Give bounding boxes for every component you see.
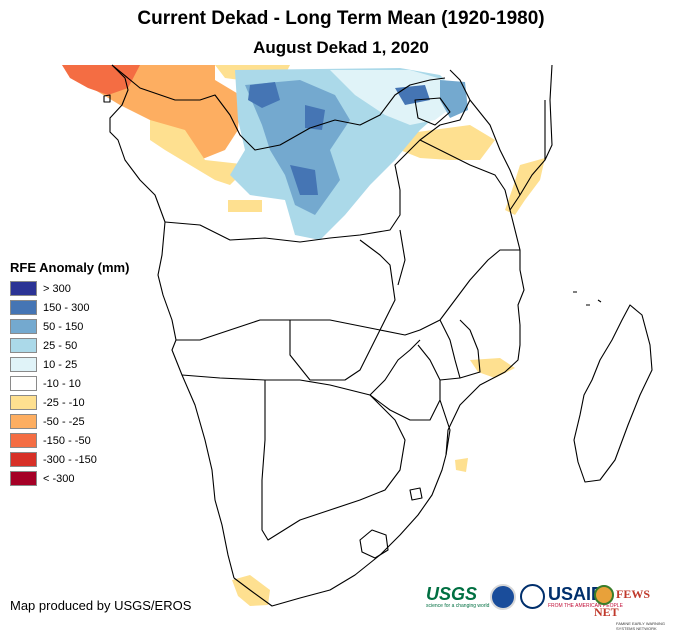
border-central-1 [164, 69, 471, 243]
legend-item: 50 - 150 [10, 317, 129, 336]
anomaly-patch-yellow-se [455, 458, 468, 472]
legend-item: > 300 [10, 279, 129, 298]
legend-title: RFE Anomaly (mm) [10, 260, 130, 275]
fews-net-logo-text: FEWS NET [594, 587, 651, 619]
map-subtitle: August Dekad 1, 2020 [253, 38, 429, 57]
border-botswana [261, 380, 406, 541]
legend-label: < -300 [43, 472, 75, 485]
border-lake-tanganyika [397, 229, 406, 286]
legend-swatch [10, 281, 37, 296]
fews-net-emblem-icon [594, 585, 614, 605]
madagascar [573, 304, 653, 483]
noaa-logo-icon [490, 584, 516, 610]
anomaly-patch-yellow-moz [470, 358, 515, 378]
border-tanzania [419, 139, 511, 211]
legend-swatch [10, 395, 37, 410]
legend-label: -25 - -10 [43, 396, 85, 409]
border-mozambique [439, 319, 481, 456]
lesotho [359, 529, 389, 559]
legend-swatch [10, 452, 37, 467]
border-north-east [469, 99, 546, 196]
legend-label: 25 - 50 [43, 339, 78, 352]
legend-swatch [10, 300, 37, 315]
legend-swatch [10, 414, 37, 429]
legend-item: < -300 [10, 469, 129, 488]
legend-item: 150 - 300 [10, 298, 129, 317]
anomaly-patch-dark-blue-3 [290, 165, 318, 195]
legend-item: -10 - 10 [10, 374, 129, 393]
legend-rows: > 300 150 - 300 50 - 150 25 - 50 10 - 25 -10 … [10, 279, 129, 488]
eswatini [409, 487, 423, 501]
anomaly-patch-yellow-east [395, 125, 495, 160]
border-zimbabwe [369, 344, 441, 421]
legend-label: -10 - 10 [43, 377, 81, 390]
legend-item: -25 - -10 [10, 393, 129, 412]
anomaly-patch-yellow-center [150, 120, 250, 185]
agency-logos: USGS science for a changing world USAID … [426, 582, 676, 631]
legend-label: 50 - 150 [43, 320, 84, 333]
legend-swatch [10, 433, 37, 448]
anomaly-patch-yellow-small [228, 200, 262, 212]
anomaly-patch-dark-blue-2 [305, 105, 325, 130]
usgs-logo-text: USGS [426, 584, 478, 604]
legend-swatch [10, 471, 37, 486]
fews-net-logo-tagline: FAMINE EARLY WARNING SYSTEMS NETWORK [616, 621, 666, 631]
legend-swatch [10, 376, 37, 391]
border-zambia [290, 249, 520, 336]
border-lake-victoria [414, 97, 451, 126]
legend-label: 10 - 25 [43, 358, 78, 371]
credit-text: Map produced by USGS/EROS [10, 598, 192, 613]
island-bioko [103, 94, 111, 103]
coastline-west [109, 64, 235, 579]
legend-item: 10 - 25 [10, 355, 129, 374]
fews-net-logo: FEWS NET FAMINE EARLY WARNING SYSTEMS NE… [594, 585, 676, 631]
legend: RFE Anomaly (mm) > 300 150 - 300 50 - 150 2… [10, 260, 129, 488]
legend-label: 150 - 300 [43, 301, 90, 314]
legend-swatch [10, 338, 37, 353]
coastline-south [233, 454, 447, 607]
usaid-logo-text: USAID [548, 584, 605, 604]
legend-item: -300 - -150 [10, 450, 129, 469]
usgs-logo-tagline: science for a changing world [426, 603, 490, 609]
legend-item: -50 - -25 [10, 412, 129, 431]
usaid-logo-tagline: FROM THE AMERICAN PEOPLE [548, 603, 623, 609]
legend-label: > 300 [43, 282, 71, 295]
legend-item: 25 - 50 [10, 336, 129, 355]
usaid-seal-icon [520, 584, 545, 609]
usgs-logo: USGS science for a changing world [426, 584, 489, 609]
legend-item: -150 - -50 [10, 431, 129, 450]
coastline-east [445, 64, 553, 456]
legend-label: -50 - -25 [43, 415, 85, 428]
border-malawi [439, 319, 461, 379]
border-angola [176, 239, 396, 381]
legend-swatch [10, 357, 37, 372]
country-boundaries [103, 64, 653, 607]
island-comoros [573, 291, 602, 306]
legend-label: -150 - -50 [43, 434, 91, 447]
border-central-2 [111, 64, 446, 151]
legend-swatch [10, 319, 37, 334]
legend-label: -300 - -150 [43, 453, 97, 466]
usaid-logo: USAID FROM THE AMERICAN PEOPLE [520, 584, 623, 609]
border-namibia [181, 339, 421, 396]
map-title: Current Dekad - Long Term Mean (1920-198… [137, 8, 545, 29]
anomaly-patch-dark-blue-1 [248, 82, 280, 108]
